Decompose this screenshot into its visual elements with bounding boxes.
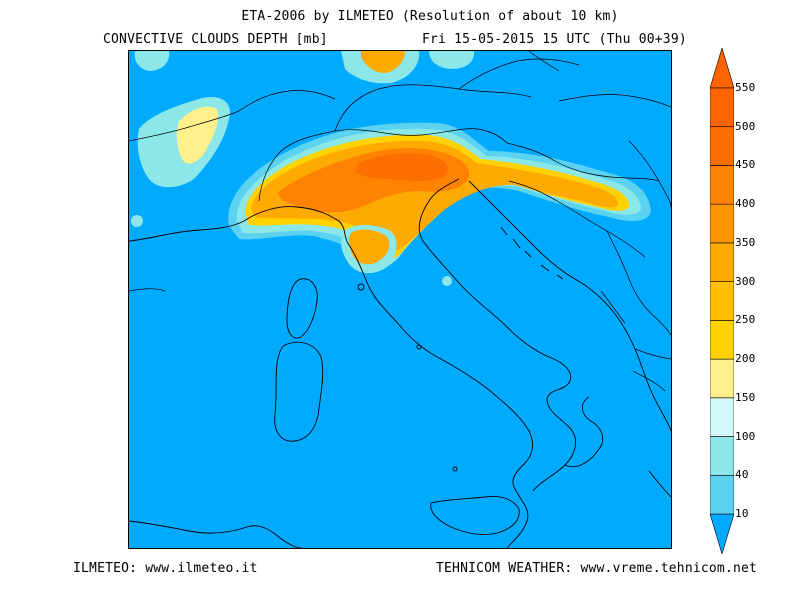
coastline-greece [648,470,671,498]
border-slovakia [558,94,671,108]
borders [129,51,671,392]
border-montenegro [600,290,626,324]
border-austria [334,84,532,132]
cloud-cell-north-core [361,51,405,73]
color-scale-label: 400 [735,197,756,211]
coastline-island [452,466,458,472]
coastline-sardinia [274,341,324,442]
cloud-cell-small [442,276,452,286]
border-poland [528,51,560,72]
color-scale-box [709,320,735,360]
border-macedonia [634,348,671,360]
border-alps [258,128,508,202]
color-scale-box [709,474,735,515]
color-scale-bar [709,46,735,556]
color-scale-label: 300 [735,274,756,288]
forecast-map [128,50,672,549]
color-scale-label: 500 [735,119,756,133]
cloud-cell-topleft [134,51,170,71]
cloud-cell-tuscany-core [349,229,390,265]
color-scale-bottom-arrow [709,513,735,556]
footer-credit-right: TEHNICOM WEATHER: www.vreme.tehnicom.net [436,561,758,576]
color-scale-box [709,203,735,244]
color-scale-box [709,281,735,321]
cloud-contour-500 [355,153,448,181]
color-scale-box [709,436,735,476]
color-scale-label: 250 [735,313,756,327]
color-scale-label: 100 [735,429,756,443]
coastline-corsica [286,278,318,339]
color-scale-box [709,165,735,205]
coastlines [129,178,671,548]
coastline-balkans [468,180,671,432]
border-romania [628,140,671,208]
border-spain [129,288,166,292]
cloud-cell-top [429,51,475,69]
color-scale-box [709,358,735,399]
map-canvas [129,51,671,548]
color-scale-label: 150 [735,390,756,404]
coastline-africa [129,520,302,548]
color-scale-box [709,397,735,437]
map-title: ETA-2006 by ILMETEO (Resolution of about… [241,9,619,24]
border-germany [238,90,336,112]
valid-time-label: Fri 15-05-2015 15 UTC (Thu 00+39) [422,32,687,47]
border-albania [632,370,666,392]
border-czech [458,58,580,90]
coastline-italy-south [564,396,604,468]
border-serbia [606,230,671,336]
color-scale-label: 350 [735,235,756,249]
color-scale-label: 40 [735,468,749,482]
coastline-island [357,283,365,291]
cloud-cell-small [131,215,143,227]
footer-credit-left: ILMETEO: www.ilmeteo.it [73,561,258,576]
color-scale-label: 550 [735,81,756,94]
coastline-italy-east [418,178,577,492]
cloud-field [131,51,651,286]
color-scale-label: 200 [735,352,756,366]
color-scale [709,46,735,556]
border-france [129,110,240,142]
coastline-sicily [430,496,520,536]
color-scale-label: 10 [735,507,749,520]
color-scale-label: 450 [735,158,756,172]
coastline-italy-west [129,206,533,548]
border-croatia [508,180,646,258]
color-scale-box [709,87,735,128]
border-hungary [506,142,660,182]
cloud-cell-france-core [176,106,219,164]
coastline-island [416,344,422,350]
color-scale-box [709,242,735,282]
coastline-croatia-islands [500,226,564,280]
color-scale-top-arrow [709,46,735,89]
variable-label: CONVECTIVE CLOUDS DEPTH [mb] [103,32,328,47]
color-scale-box [709,126,735,166]
